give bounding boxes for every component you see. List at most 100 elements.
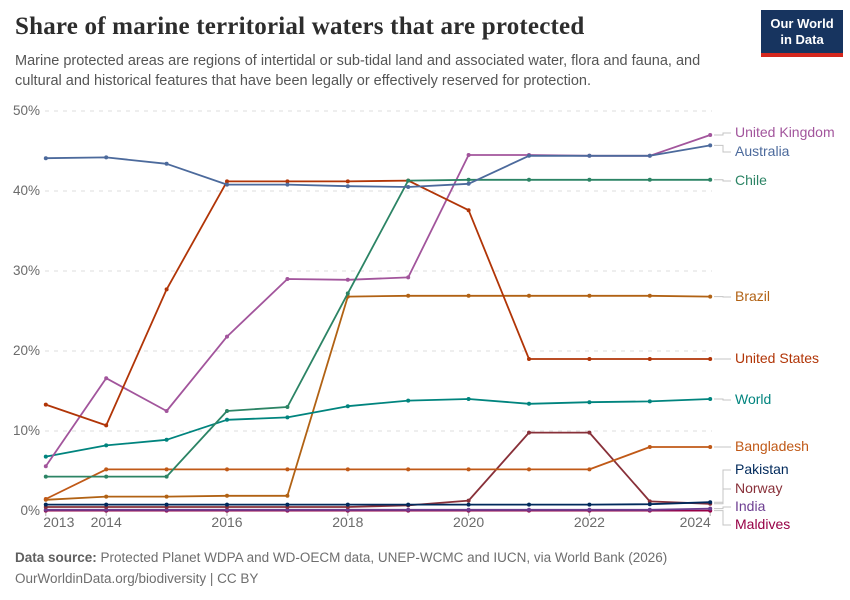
data-point[interactable]	[406, 178, 411, 183]
data-point[interactable]	[647, 507, 652, 512]
data-point[interactable]	[406, 467, 411, 472]
data-point[interactable]	[466, 502, 471, 507]
data-point[interactable]	[527, 293, 531, 298]
data-point[interactable]	[708, 506, 713, 511]
data-point[interactable]	[345, 467, 350, 472]
data-point[interactable]	[647, 177, 652, 182]
owid-url-link[interactable]: OurWorldinData.org/biodiversity	[15, 571, 207, 586]
series-label-united-states[interactable]: United States	[735, 350, 820, 366]
data-point[interactable]	[527, 401, 531, 406]
owid-logo[interactable]: Our World in Data	[761, 10, 843, 57]
data-point[interactable]	[708, 397, 713, 401]
data-point[interactable]	[708, 445, 713, 449]
data-point[interactable]	[104, 376, 109, 381]
data-point[interactable]	[164, 409, 169, 413]
data-point[interactable]	[527, 357, 531, 361]
data-point[interactable]	[285, 507, 290, 512]
data-point[interactable]	[164, 161, 169, 166]
data-point[interactable]	[345, 507, 350, 512]
data-point[interactable]	[164, 502, 169, 507]
data-point[interactable]	[466, 208, 471, 213]
data-point[interactable]	[708, 357, 713, 361]
data-point[interactable]	[164, 494, 169, 499]
data-point[interactable]	[345, 404, 350, 409]
data-point[interactable]	[225, 182, 229, 187]
data-point[interactable]	[225, 502, 229, 507]
data-point[interactable]	[104, 494, 109, 499]
data-point[interactable]	[587, 507, 592, 512]
data-point[interactable]	[466, 397, 471, 401]
series-line-australia[interactable]	[43, 143, 713, 189]
data-point[interactable]	[345, 277, 350, 282]
data-point[interactable]	[466, 181, 471, 186]
data-point[interactable]	[406, 398, 411, 403]
data-point[interactable]	[466, 153, 471, 157]
data-point[interactable]	[345, 502, 350, 507]
data-point[interactable]	[104, 423, 109, 428]
data-point[interactable]	[466, 507, 471, 512]
series-line-united-states[interactable]	[43, 178, 713, 428]
data-point[interactable]	[225, 467, 229, 472]
data-point[interactable]	[587, 293, 592, 298]
data-point[interactable]	[43, 156, 48, 161]
data-point[interactable]	[285, 467, 290, 472]
data-point[interactable]	[647, 399, 652, 404]
data-point[interactable]	[587, 430, 592, 435]
data-point[interactable]	[345, 291, 350, 296]
data-point[interactable]	[587, 153, 592, 158]
series-line-pakistan[interactable]	[43, 500, 713, 507]
data-point[interactable]	[43, 402, 48, 407]
data-point[interactable]	[225, 334, 229, 339]
series-label-united-kingdom[interactable]: United Kingdom	[735, 124, 835, 140]
data-point[interactable]	[104, 507, 109, 512]
data-point[interactable]	[708, 500, 713, 505]
data-point[interactable]	[285, 405, 290, 409]
data-point[interactable]	[43, 464, 48, 469]
data-point[interactable]	[43, 502, 48, 507]
data-point[interactable]	[587, 357, 592, 361]
data-point[interactable]	[285, 415, 290, 420]
data-point[interactable]	[164, 467, 169, 472]
data-point[interactable]	[466, 293, 471, 298]
data-point[interactable]	[647, 502, 652, 507]
data-point[interactable]	[708, 143, 713, 148]
data-point[interactable]	[285, 502, 290, 507]
data-point[interactable]	[285, 277, 290, 281]
series-label-india[interactable]: India	[735, 498, 766, 514]
series-label-norway[interactable]: Norway	[735, 480, 783, 496]
series-label-maldives[interactable]: Maldives	[735, 516, 791, 532]
data-point[interactable]	[466, 498, 471, 503]
data-point[interactable]	[164, 507, 169, 512]
data-point[interactable]	[43, 507, 48, 512]
series-label-brazil[interactable]: Brazil	[735, 288, 771, 304]
data-point[interactable]	[164, 437, 169, 442]
data-point[interactable]	[587, 502, 592, 507]
data-point[interactable]	[466, 177, 471, 182]
data-point[interactable]	[285, 182, 290, 187]
data-point[interactable]	[406, 293, 411, 298]
data-point[interactable]	[527, 502, 531, 507]
data-point[interactable]	[43, 497, 48, 501]
data-point[interactable]	[647, 499, 652, 504]
data-point[interactable]	[587, 467, 592, 472]
series-label-chile[interactable]: Chile	[735, 172, 767, 188]
data-point[interactable]	[466, 467, 471, 472]
data-point[interactable]	[527, 153, 531, 158]
data-point[interactable]	[104, 467, 109, 472]
data-point[interactable]	[527, 467, 531, 472]
data-point[interactable]	[406, 502, 411, 507]
data-point[interactable]	[225, 507, 229, 512]
series-line-bangladesh[interactable]	[43, 445, 713, 501]
data-point[interactable]	[647, 153, 652, 158]
data-point[interactable]	[345, 179, 350, 184]
series-label-world[interactable]: World	[735, 391, 772, 407]
data-point[interactable]	[647, 293, 652, 298]
data-point[interactable]	[406, 185, 411, 189]
data-point[interactable]	[587, 177, 592, 182]
data-point[interactable]	[527, 430, 531, 435]
data-point[interactable]	[225, 179, 229, 184]
data-point[interactable]	[285, 493, 290, 498]
data-point[interactable]	[164, 287, 169, 292]
series-line-india[interactable]	[43, 506, 713, 512]
data-point[interactable]	[527, 507, 531, 512]
